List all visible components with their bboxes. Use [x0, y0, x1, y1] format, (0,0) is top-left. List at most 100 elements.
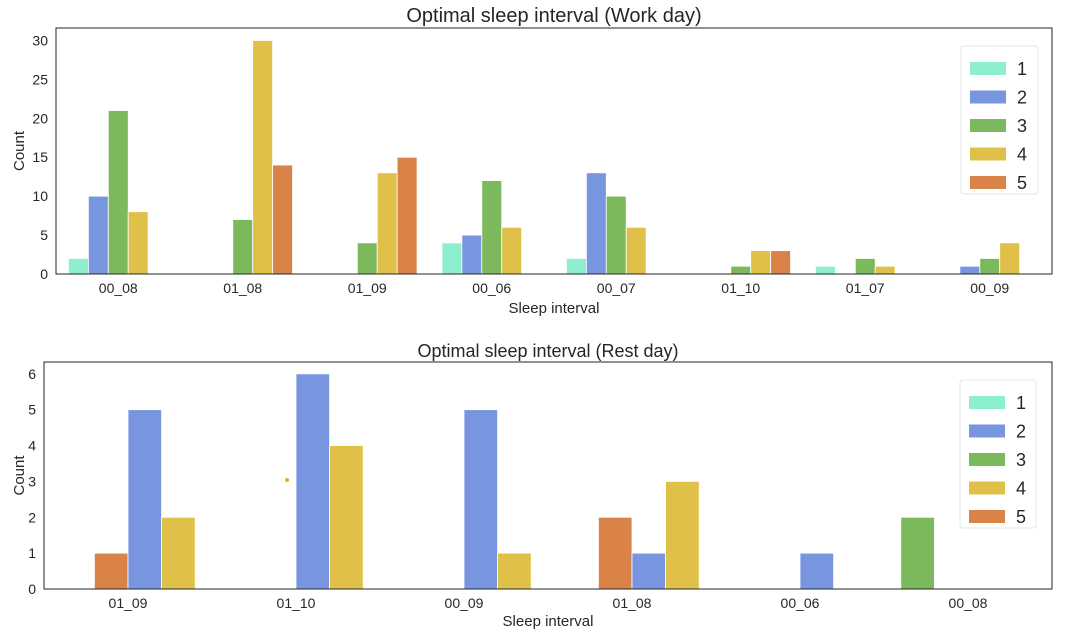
bar-00_06-hue-2 — [461, 234, 483, 275]
bar-00_09-hue-4 — [497, 552, 532, 590]
bar-00_08-hue-2 — [87, 195, 109, 275]
y-tick-label: 20 — [32, 110, 48, 126]
y-tick-label: 0 — [28, 581, 36, 597]
bar-01_10-hue-3 — [730, 265, 752, 275]
bar-00_09-hue-2 — [959, 265, 981, 275]
legend-swatch-3 — [970, 119, 1006, 132]
y-tick-label: 15 — [32, 149, 48, 165]
bar-01_08-hue-5 — [272, 164, 293, 275]
x-tick-label: 01_08 — [613, 595, 652, 611]
legend-swatch-4 — [970, 147, 1006, 161]
bar-01_08-hue-4 — [252, 40, 274, 275]
bar-01_09-hue-3 — [356, 242, 378, 275]
y-tick-label: 6 — [28, 366, 36, 382]
x-tick-label: 01_10 — [721, 280, 760, 296]
x-tick-label: 00_08 — [99, 280, 138, 296]
y-tick-label: 3 — [28, 473, 36, 489]
bar-00_08-hue-3 — [107, 110, 129, 275]
y-tick-label: 1 — [28, 545, 36, 561]
bar-01_09-hue-2 — [127, 409, 162, 590]
bar-00_06-hue-3 — [481, 180, 503, 275]
bar-00_08-hue-4 — [127, 211, 149, 275]
x-tick-label: 01_08 — [223, 280, 262, 296]
bar-01_10-hue-2 — [295, 373, 330, 590]
stray-dot-marker — [285, 478, 289, 482]
bar-01_09-hue-5 — [396, 156, 418, 275]
legend-label: 1 — [1016, 393, 1026, 413]
bar-00_09-hue-3 — [979, 258, 1001, 275]
bar-01_07-hue-1 — [815, 265, 836, 275]
bar-01_09-hue-5 — [94, 552, 129, 590]
legend-swatch-1 — [970, 62, 1006, 75]
legend: 1 2 3 4 5 — [960, 45, 1039, 195]
bar-01_10-hue-5 — [770, 250, 791, 275]
legend-label: 4 — [1017, 145, 1027, 165]
bar-00_08-hue-3 — [900, 516, 935, 590]
y-tick-label: 10 — [32, 188, 48, 204]
bar-01_09-hue-4 — [376, 172, 398, 275]
bar-01_08-hue-5 — [598, 516, 633, 590]
bar-00_07-hue-3 — [605, 195, 627, 275]
bar-01_10-hue-4 — [329, 445, 364, 590]
legend-label: 3 — [1016, 450, 1026, 470]
chart-title: Optimal sleep interval (Work day) — [406, 5, 701, 27]
x-tick-label: 01_09 — [348, 280, 387, 296]
legend-label: 3 — [1017, 116, 1027, 136]
bar-01_08-hue-2 — [631, 552, 666, 590]
bar-00_09-hue-2 — [463, 409, 498, 590]
plot-frame — [43, 361, 1053, 590]
legend-swatch-1 — [969, 396, 1005, 409]
x-tick-label: 00_06 — [781, 595, 820, 611]
x-tick-label: 01_09 — [109, 595, 148, 611]
x-tick-label: 00_09 — [970, 280, 1009, 296]
x-tick-label: 00_08 — [949, 595, 988, 611]
legend-label: 5 — [1016, 507, 1026, 527]
x-axis-label: Sleep interval — [503, 613, 594, 630]
legend-swatch-2 — [969, 424, 1005, 438]
legend-label: 2 — [1016, 422, 1026, 442]
bar-00_06-hue-2 — [799, 552, 834, 590]
legend-swatch-5 — [970, 176, 1006, 189]
bar-01_08-hue-4 — [665, 481, 700, 590]
rest-day-chart: 01_09 01_10 00_09 01_08 00_06 00_08 0 1 2 3 4 5 6 Opt… — [11, 341, 1053, 630]
bar-01_07-hue-4 — [874, 265, 896, 275]
y-tick-label: 2 — [28, 509, 36, 525]
bar-00_07-hue-4 — [625, 226, 647, 275]
legend-label: 4 — [1016, 479, 1026, 499]
x-tick-label: 01_07 — [846, 280, 885, 296]
y-tick-label: 0 — [40, 266, 48, 282]
y-tick-label: 30 — [32, 32, 48, 48]
bar-00_07-hue-2 — [585, 172, 607, 275]
y-axis-label: Count — [11, 130, 28, 171]
bar-00_09-hue-4 — [999, 242, 1021, 275]
y-tick-label: 25 — [32, 71, 48, 87]
x-tick-label: 00_09 — [445, 595, 484, 611]
bar-01_08-hue-3 — [232, 219, 254, 275]
y-tick-label: 4 — [28, 438, 36, 454]
bar-01_07-hue-3 — [854, 258, 876, 275]
legend: 1 2 3 4 5 — [959, 379, 1037, 529]
chart-title: Optimal sleep interval (Rest day) — [417, 341, 678, 361]
bar-00_08-hue-1 — [68, 258, 89, 275]
y-axis-label: Count — [11, 455, 28, 496]
x-tick-label: 01_10 — [277, 595, 316, 611]
legend-swatch-2 — [970, 90, 1006, 104]
bar-00_06-hue-1 — [441, 242, 463, 275]
bar-00_07-hue-1 — [566, 258, 587, 275]
x-axis-label: Sleep interval — [509, 300, 600, 317]
legend-swatch-5 — [969, 510, 1005, 523]
x-tick-label: 00_07 — [597, 280, 636, 296]
legend-label: 2 — [1017, 88, 1027, 108]
y-tick-label: 5 — [28, 402, 36, 418]
legend-label: 1 — [1017, 59, 1027, 79]
legend-label: 5 — [1017, 173, 1027, 193]
bar-00_06-hue-4 — [501, 226, 523, 275]
bar-01_10-hue-4 — [750, 250, 772, 275]
plot-frame — [55, 27, 1053, 275]
work-day-chart: 00_08 01_08 01_09 00_06 00_07 01_10 01_07 00_09… — [11, 5, 1053, 317]
bar-01_09-hue-4 — [161, 516, 196, 590]
legend-swatch-3 — [969, 453, 1005, 466]
legend-swatch-4 — [969, 481, 1005, 495]
y-tick-label: 5 — [40, 227, 48, 243]
